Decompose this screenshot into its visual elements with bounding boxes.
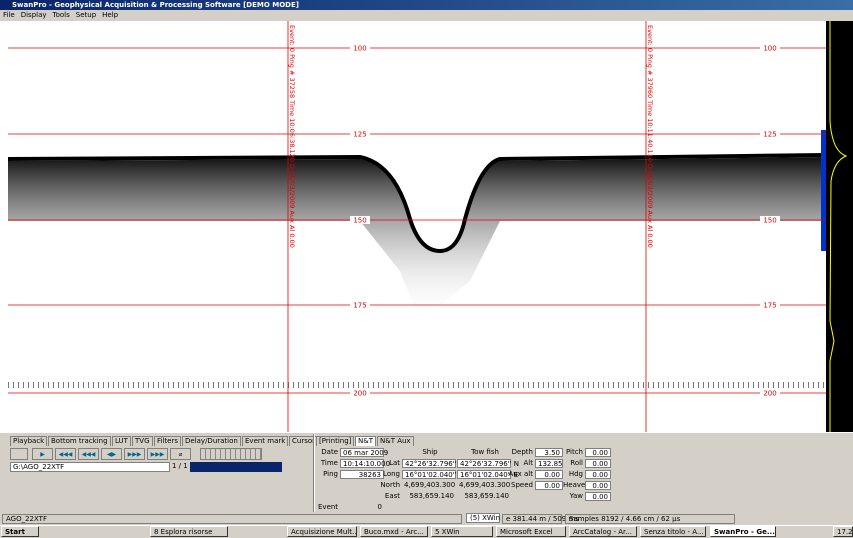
playback-button[interactable]: ◀◀◀ xyxy=(78,448,99,460)
depth-label: 100 xyxy=(353,45,366,53)
taskbar-item[interactable]: Senza titolo - A... xyxy=(640,526,706,537)
screen: {"window":{"title":"SwanPro - Geophysica… xyxy=(0,0,853,538)
tab[interactable]: Bottom tracking xyxy=(48,436,111,446)
title-bar: SwanPro - Geophysical Acquisition & Proc… xyxy=(0,0,853,10)
menu-item[interactable]: Setup xyxy=(76,11,96,19)
row-label: Long xyxy=(380,470,400,479)
sensor-label: Aux alt xyxy=(508,470,533,479)
playback-button[interactable]: ▶▶▶ xyxy=(124,448,145,460)
field-value: 0 xyxy=(340,503,384,512)
position-value: 42°26'32.796'' N xyxy=(457,459,511,468)
taskbar-item[interactable]: 8 Esplora risorse xyxy=(150,526,228,537)
depth-label: 100 xyxy=(763,45,776,53)
event-mark: Event: 0 Ping # 37258 Time 10:06:38.120 … xyxy=(288,25,296,248)
taskbar-item[interactable]: 5 XWin xyxy=(431,526,493,537)
depth-label: 175 xyxy=(763,302,776,310)
position-value: 583,659.140 xyxy=(457,492,511,501)
sensor-label: Heave xyxy=(563,481,583,490)
taskbar-item[interactable]: Acquisizione Mult... xyxy=(287,526,357,537)
tab[interactable]: [Printing] xyxy=(316,436,354,446)
field-value: 38263 xyxy=(340,470,384,479)
sensor-value: 0.00 xyxy=(585,492,611,501)
sonar-view: 100 100 125 125 150 150 175 175 200 200 Event: 0 P… xyxy=(0,21,826,432)
status-field: Samples 8192 / 4.66 cm / 62 µs xyxy=(565,514,735,524)
sensor-value: 132.85 xyxy=(535,459,563,468)
field-label: Ping xyxy=(318,470,338,479)
taskbar-item[interactable]: Buco.mxd - Arc... xyxy=(360,526,428,537)
sensor-value: 0.00 xyxy=(585,459,611,468)
position-value: 16°01'02.040'' E xyxy=(457,470,511,479)
file-field: G:\AGO_22XTF xyxy=(10,462,170,472)
sensor-label: Yaw xyxy=(563,492,583,501)
row-label: Lat xyxy=(380,459,400,468)
file-count: 1 / 1 xyxy=(172,462,190,472)
position-value: 16°01'02.040'' E xyxy=(402,470,456,479)
sensor-label: Pitch xyxy=(563,448,583,457)
status-field: (5) XWin xyxy=(466,513,500,523)
sensor-value: 0.00 xyxy=(585,448,611,457)
depth-label: 150 xyxy=(353,217,366,225)
menu-item[interactable]: File xyxy=(3,11,15,19)
depth-label: 200 xyxy=(763,390,776,398)
divider xyxy=(313,434,315,512)
taskbar-item: 17.2 xyxy=(833,526,853,537)
depth-label: 175 xyxy=(353,302,366,310)
progress-bar xyxy=(190,462,282,472)
trace-panel xyxy=(826,21,853,432)
position-value: 583,659.140 xyxy=(402,492,456,501)
tab[interactable]: LUT xyxy=(112,436,131,446)
status-field: AGO_22XTF xyxy=(2,514,462,524)
position-value: 4,699,403.300 xyxy=(457,481,511,490)
taskbar-item[interactable]: ArcCatalog - Ar... xyxy=(569,526,637,537)
column-header: Tow fish xyxy=(460,448,510,457)
taskbar-item[interactable]: SwanPro - Ge... xyxy=(710,526,776,537)
tab[interactable]: N&T xyxy=(355,436,376,446)
status-field: e 381.44 m / 509 ms xyxy=(502,514,562,524)
position-value: 4,699,403.300 xyxy=(402,481,456,490)
playback-button[interactable]: ▶▶▶ xyxy=(147,448,168,460)
tab[interactable]: Playback xyxy=(10,436,47,446)
playback-button[interactable]: ⌀ xyxy=(170,448,191,460)
tab[interactable]: TVG xyxy=(132,436,153,446)
field-label: Time xyxy=(318,459,338,468)
tab[interactable]: N&T Aux xyxy=(377,436,414,446)
sensor-label: Hdg xyxy=(563,470,583,479)
position-value: 42°26'32.796'' N xyxy=(402,459,456,468)
menu-item[interactable]: Tools xyxy=(53,11,70,19)
sensor-value: 0.00 xyxy=(585,470,611,479)
playback-button[interactable]: ◀◀◀ xyxy=(55,448,76,460)
speed-slider[interactable] xyxy=(200,448,262,460)
menu-bar: File Display Tools Setup Help xyxy=(0,10,853,20)
row-label: North xyxy=(380,481,400,490)
event-mark: Event: 0 Ping # 37960 Time 10:11:40.110 … xyxy=(646,25,654,248)
depth-label: 125 xyxy=(353,131,366,139)
depth-label: 200 xyxy=(353,390,366,398)
field-value: 10:14:10.000 xyxy=(340,459,384,468)
sensor-label: Roll xyxy=(563,459,583,468)
field-value: 06 mar 2009 xyxy=(340,448,384,457)
sensor-value: 0.00 xyxy=(535,481,563,490)
taskbar-item[interactable]: Microsoft Excel xyxy=(496,526,566,537)
sensor-label: Depth xyxy=(508,448,533,457)
playback-button[interactable]: ◀▶ xyxy=(101,448,122,460)
row-label: East xyxy=(380,492,400,501)
depth-label: 125 xyxy=(763,131,776,139)
start-button[interactable]: Start xyxy=(1,526,39,537)
sensor-value: 0.00 xyxy=(535,470,563,479)
column-header: Ship xyxy=(405,448,455,457)
open-button[interactable] xyxy=(10,448,28,460)
playback-button[interactable]: ▶ xyxy=(32,448,53,460)
depth-label: 150 xyxy=(763,217,776,225)
field-label: Date xyxy=(318,448,338,457)
tab[interactable]: Event mark xyxy=(242,436,288,446)
menu-item[interactable]: Display xyxy=(21,11,47,19)
menu-item[interactable]: Help xyxy=(102,11,118,19)
sensor-value: 0.00 xyxy=(585,481,611,490)
sensor-label: Speed xyxy=(508,481,533,490)
sensor-label: Alt xyxy=(508,459,533,468)
field-label: Event xyxy=(318,503,338,512)
tab[interactable]: Filters xyxy=(154,436,181,446)
sensor-value: 3.50 xyxy=(535,448,563,457)
tab[interactable]: Delay/Duration xyxy=(182,436,241,446)
